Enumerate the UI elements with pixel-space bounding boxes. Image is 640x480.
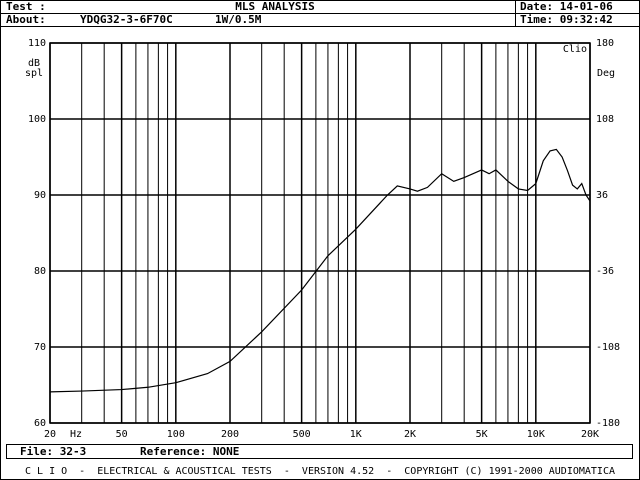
y2-tick-label: -180 [596,418,620,429]
y-tick-label: 80 [34,266,46,277]
y2-tick-label: 108 [596,114,614,125]
about-level: 1W/0.5M [215,13,262,26]
x-tick-label: 50 [116,429,128,440]
y2-tick-label: 180 [596,38,614,49]
file: File: 32-3 [20,445,86,458]
x-tick-label: 20K [581,429,599,440]
x-tick-label: 200 [221,429,239,440]
time: Time: 09:32:42 [520,13,613,26]
test-label: Test : [6,0,46,13]
y-tick-label: 110 [28,38,46,49]
x-tick-label: 100 [167,429,185,440]
y2-axis-label: Deg [597,68,615,79]
y-axis-label: spl [25,68,43,79]
x-tick-label: 5K [476,429,488,440]
y-tick-label: 60 [34,418,46,429]
y-tick-label: 70 [34,342,46,353]
x-tick-label: 1K [350,429,362,440]
y-axis-label: dB [28,58,40,69]
y-tick-label: 100 [28,114,46,125]
response-curve [49,148,591,393]
brand: Clio [563,44,587,55]
y2-tick-label: -108 [596,342,620,353]
x-tick-label: 500 [293,429,311,440]
x-tick-label: 2K [404,429,416,440]
about-label: About: [6,13,46,26]
file-box [6,444,633,459]
y2-tick-label: -36 [596,266,614,277]
date: Date: 14-01-06 [520,0,613,13]
plot-area [49,42,591,424]
x-unit: Hz [70,429,82,440]
credits: C L I O - ELECTRICAL & ACOUSTICAL TESTS … [25,466,615,477]
reference: Reference: NONE [140,445,239,458]
x-tick-label: 20 [44,429,56,440]
title: MLS ANALYSIS [235,0,314,13]
y2-tick-label: 36 [596,190,608,201]
plot: 20 50 100 200 500 1K 2K 5K 10K 20K Hz 60 70 80 90 100 11… [25,38,620,440]
y-tick-label: 90 [34,190,46,201]
about-name: YDQG32-3-6F70C [80,13,173,26]
x-tick-label: 10K [527,429,545,440]
